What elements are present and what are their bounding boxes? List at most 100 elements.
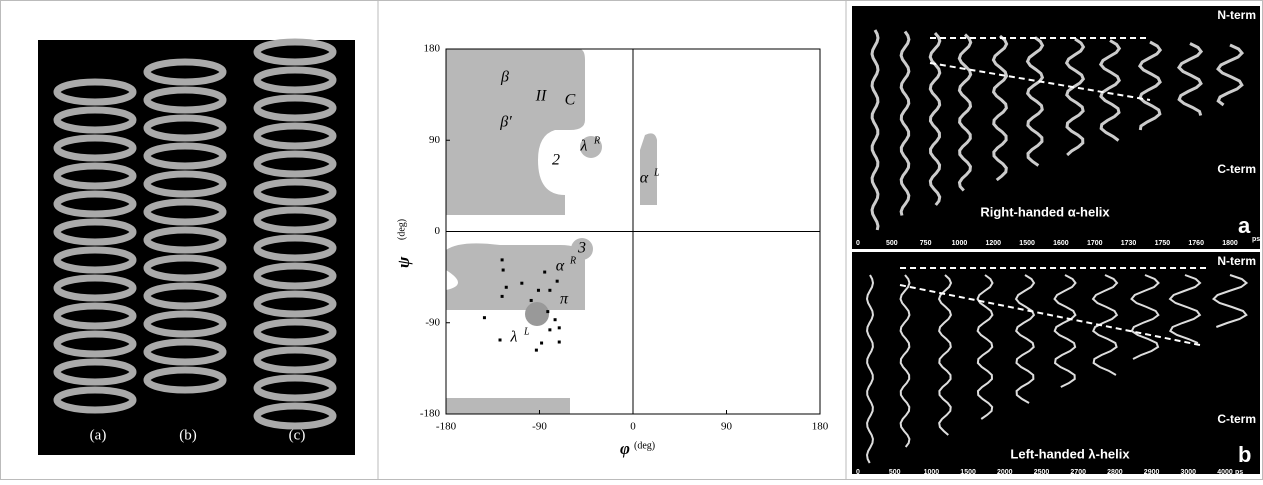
helix-trace: [1137, 40, 1163, 131]
helix-trace: [899, 30, 911, 216]
time-label: 1500: [960, 469, 976, 476]
time-label: 0: [856, 469, 860, 476]
helix-trace: [957, 33, 973, 192]
time-label: 1730: [1121, 240, 1137, 247]
helix-turn: [253, 346, 337, 374]
x-tick-label: -90: [532, 421, 547, 433]
helix-trace: [937, 274, 953, 436]
region-label: 2: [552, 152, 560, 169]
helix-turn: [53, 302, 137, 330]
n-term-label: N-term: [1217, 8, 1256, 22]
helix-trace: [928, 32, 942, 206]
time-label: 1800: [1222, 240, 1238, 247]
helix-turn: [53, 274, 137, 302]
time-label: 2900: [1144, 469, 1160, 476]
helix-turn: [53, 218, 137, 246]
panel-letter: a: [1238, 213, 1251, 238]
helix-trace: [991, 34, 1009, 182]
y-axis-label: ψ: [394, 256, 413, 268]
x-axis-label: φ: [620, 439, 630, 458]
y-tick-label: 0: [435, 225, 441, 237]
helix-turn: [143, 58, 227, 86]
helix-trace: [865, 274, 875, 464]
point: [504, 285, 508, 289]
point: [536, 288, 540, 292]
helix-turn: [253, 122, 337, 150]
point: [557, 340, 561, 344]
helix-trace: [1025, 36, 1045, 167]
time-label: 1600: [1053, 240, 1069, 247]
time-label: 0: [856, 240, 860, 247]
helix-turn: [253, 234, 337, 262]
helix-turn: [253, 150, 337, 178]
helix-trace: [976, 274, 994, 420]
time-unit: ps: [1235, 469, 1243, 476]
x-tick-label: 90: [721, 421, 733, 433]
point: [555, 279, 559, 283]
time-label: 500: [886, 240, 898, 247]
helix-trace: [1216, 43, 1245, 107]
time-label: 1500: [1019, 240, 1035, 247]
time-label: 750: [920, 240, 932, 247]
helix-turn: [143, 282, 227, 310]
helix-turn: [253, 66, 337, 94]
point: [500, 258, 504, 262]
helix-trace: [1014, 274, 1036, 404]
point: [548, 328, 552, 332]
helix-turn: [253, 178, 337, 206]
point: [500, 294, 504, 298]
time-label: 500: [889, 469, 901, 476]
helix-turn: [253, 374, 337, 402]
helix-turn: [53, 190, 137, 218]
point: [546, 310, 550, 314]
helix-turn: [253, 38, 337, 66]
helix-trace: [1168, 274, 1202, 344]
y-tick-label: -90: [425, 316, 440, 328]
helix-turn: [53, 106, 137, 134]
time-label: 1000: [952, 240, 968, 247]
point: [557, 326, 561, 330]
x-tick-label: 0: [630, 421, 636, 433]
region-label: 3: [577, 240, 586, 257]
panel-label: (b): [179, 427, 197, 443]
region-label: β′: [499, 114, 512, 131]
y-tick-label: -180: [420, 408, 441, 420]
point: [498, 338, 502, 342]
helix-trace: [1053, 274, 1077, 388]
helix-trace: [1130, 274, 1160, 360]
time-label: 2000: [997, 469, 1013, 476]
x-tick-label: -180: [436, 421, 457, 433]
point: [543, 270, 547, 274]
point: [501, 268, 505, 272]
time-label: 1000: [924, 469, 940, 476]
helix-turn: [143, 338, 227, 366]
helix-caption: Right-handed α-helix: [980, 204, 1110, 219]
point: [548, 288, 552, 292]
time-label: 3000: [1181, 469, 1197, 476]
helix-turn: [143, 366, 227, 394]
region-label: β: [500, 69, 509, 86]
region-label: λ: [510, 329, 518, 346]
panel-label: (c): [289, 427, 306, 443]
y-tick-label: 180: [424, 43, 441, 55]
helix-turn: [253, 262, 337, 290]
helix-turn: [253, 94, 337, 122]
region-sup: L: [653, 167, 660, 178]
helix-turn: [143, 114, 227, 142]
point: [529, 298, 533, 302]
helix-turn: [253, 290, 337, 318]
point: [482, 316, 486, 320]
y-tick-label: 90: [429, 134, 441, 146]
helix-turn: [53, 134, 137, 162]
point: [540, 341, 544, 345]
region-sup: L: [523, 326, 530, 337]
helix-turn: [53, 78, 137, 106]
plot-regions: [446, 49, 657, 414]
c-term-label: C-term: [1217, 412, 1256, 426]
helix-turn: [143, 310, 227, 338]
region-label: α: [556, 258, 565, 275]
dashed-line: [929, 62, 1151, 101]
time-unit: ps: [1252, 236, 1260, 243]
